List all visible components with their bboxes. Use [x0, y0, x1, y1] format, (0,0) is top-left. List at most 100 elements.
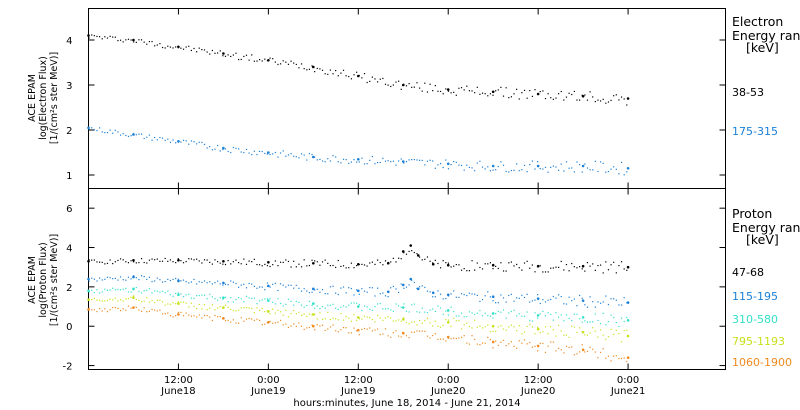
series-trace-dot — [445, 297, 447, 300]
series-trace-dot — [293, 260, 295, 262]
series-trace-dot — [578, 351, 581, 353]
series-trace-dot — [481, 268, 484, 270]
series-trace-dot — [112, 132, 114, 134]
series-trace-dot — [230, 308, 232, 311]
series-trace-dot — [306, 265, 308, 267]
series-trace-dot — [248, 297, 250, 299]
series-trace-dot — [592, 301, 594, 303]
series-trace-dot — [316, 159, 318, 161]
series-trace-dot — [558, 316, 560, 318]
series-trace-dot — [502, 164, 505, 166]
series-trace-dot — [151, 299, 153, 302]
data-point — [177, 293, 180, 297]
series-trace-dot — [584, 351, 586, 353]
series-trace-dot — [148, 288, 151, 290]
series-trace-dot — [175, 303, 177, 305]
series-trace-dot — [177, 292, 179, 294]
series-trace-dot — [211, 263, 213, 265]
series-trace-dot — [224, 304, 227, 306]
series-trace-dot — [306, 290, 308, 292]
series-trace-dot — [550, 313, 552, 316]
series-trace-dot — [476, 262, 478, 264]
series-trace-dot — [180, 47, 182, 49]
series-trace-dot — [479, 93, 481, 95]
series-trace-dot — [447, 262, 450, 264]
series-trace-dot — [264, 323, 266, 325]
series-trace-dot — [198, 314, 200, 316]
series-trace-dot — [329, 326, 332, 328]
series-trace-dot — [211, 304, 213, 306]
series-trace-dot — [130, 291, 132, 293]
series-trace-dot — [321, 69, 324, 71]
series-trace-dot — [172, 295, 174, 297]
series-trace-dot — [287, 326, 290, 329]
series-trace-dot — [211, 283, 213, 285]
series-trace-dot — [487, 95, 489, 97]
series-trace-dot — [542, 342, 544, 345]
series-trace-dot — [481, 327, 484, 329]
series-trace-dot — [203, 259, 206, 261]
series-trace-dot — [395, 81, 397, 83]
series-trace-dot — [610, 328, 612, 330]
series-trace-dot — [526, 97, 528, 99]
series-trace-dot — [104, 278, 106, 280]
series-trace-dot — [379, 261, 381, 264]
series-trace-dot — [434, 296, 436, 298]
series-trace-dot — [251, 283, 253, 285]
series-trace-dot — [248, 260, 250, 262]
series-trace-dot — [329, 265, 332, 267]
data-point — [312, 313, 315, 316]
series-trace-dot — [500, 294, 502, 296]
legend-entry-38-53: 38-53 — [732, 86, 764, 99]
series-trace-dot — [497, 89, 499, 91]
series-trace-dot — [206, 298, 208, 300]
series-trace-dot — [274, 322, 276, 324]
series-trace-dot — [547, 93, 549, 95]
series-trace-dot — [489, 296, 492, 298]
series-trace-dot — [209, 307, 211, 309]
series-trace-dot — [240, 284, 242, 286]
series-trace-dot — [101, 291, 103, 293]
series-trace-dot — [264, 298, 266, 300]
y-tick-label: 2 — [66, 126, 72, 137]
series-trace-dot — [613, 95, 615, 97]
series-trace-dot — [366, 306, 368, 308]
series-trace-dot — [539, 265, 541, 267]
series-trace-dot — [363, 315, 366, 317]
series-trace-dot — [531, 326, 533, 328]
series-trace-dot — [140, 300, 143, 303]
series-trace-dot — [227, 306, 229, 308]
series-trace-dot — [345, 267, 347, 269]
series-trace-dot — [450, 306, 452, 308]
data-point — [87, 259, 90, 263]
series-trace-dot — [138, 309, 140, 311]
data-point — [416, 254, 420, 257]
series-trace-dot — [261, 265, 263, 267]
series-trace-dot — [426, 91, 429, 93]
series-trace-dot — [298, 287, 300, 289]
series-trace-dot — [421, 285, 423, 287]
series-trace-dot — [597, 99, 599, 101]
series-trace-dot — [518, 297, 520, 299]
y-tick-label: 3 — [66, 81, 72, 92]
series-trace-dot — [571, 167, 573, 169]
series-trace-dot — [342, 265, 345, 267]
series-trace-dot — [353, 294, 355, 296]
x-axis-label: hours:minutes, June 18, 2014 - June 21, … — [293, 398, 520, 409]
data-point — [132, 275, 135, 279]
series-trace-dot — [224, 283, 227, 285]
series-trace-dot — [356, 71, 358, 73]
series-trace-dot — [109, 298, 111, 300]
series-trace-dot — [227, 259, 229, 262]
series-trace-dot — [484, 295, 486, 297]
series-trace-dot — [298, 322, 300, 324]
series-trace-dot — [510, 96, 512, 98]
series-trace-dot — [453, 290, 455, 292]
series-trace-dot — [133, 132, 135, 135]
series-trace-dot — [148, 259, 151, 261]
series-trace-dot — [492, 330, 494, 332]
series-trace-dot — [98, 292, 101, 294]
series-trace-dot — [502, 309, 505, 311]
series-trace-dot — [214, 148, 216, 150]
series-trace-dot — [217, 299, 219, 301]
